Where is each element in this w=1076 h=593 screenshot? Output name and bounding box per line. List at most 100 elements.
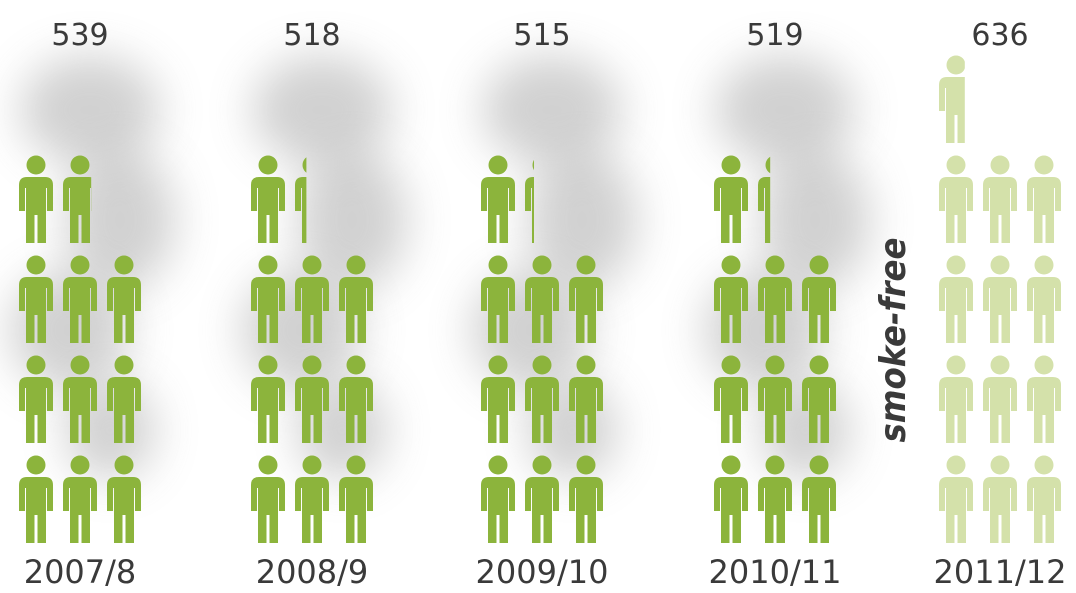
person-icon <box>481 255 515 343</box>
person-icon <box>525 159 534 243</box>
person-icon <box>481 155 515 243</box>
person-icon <box>714 355 748 443</box>
category-label: 2011/12 <box>934 553 1067 591</box>
icon-head <box>809 355 829 375</box>
icon-body <box>802 277 836 343</box>
icon-head <box>258 355 278 375</box>
icon-body <box>481 477 515 543</box>
icon-body <box>107 377 141 443</box>
icon-head <box>576 455 596 475</box>
value-label: 636 <box>971 18 1028 53</box>
icon-head <box>765 156 771 174</box>
person-icon <box>758 255 792 343</box>
icon-head <box>488 255 508 275</box>
icon-head <box>532 255 552 275</box>
person-icon <box>19 455 53 543</box>
icon-body <box>295 477 329 543</box>
person-icon <box>481 455 515 543</box>
icon-body <box>758 477 792 543</box>
category-label: 2008/9 <box>256 553 369 591</box>
icon-body <box>295 277 329 343</box>
icon-body <box>939 277 973 343</box>
icon-body <box>19 177 53 243</box>
person-icon <box>1027 255 1061 343</box>
person-icon <box>295 255 329 343</box>
icon-body <box>63 377 97 443</box>
icon-body <box>569 277 603 343</box>
person-icon <box>802 355 836 443</box>
icon-body <box>1027 377 1061 443</box>
icon-head <box>114 355 134 375</box>
person-icon <box>714 155 748 243</box>
icon-body <box>525 277 559 343</box>
icon-head <box>70 455 90 475</box>
icon-body <box>339 477 373 543</box>
icon-head <box>346 455 366 475</box>
person-icon <box>19 255 53 343</box>
icon-head <box>809 455 829 475</box>
icon-body <box>569 377 603 443</box>
category-label: 2007/8 <box>24 553 137 591</box>
person-icon <box>983 355 1017 443</box>
icon-body <box>339 377 373 443</box>
icon-head <box>258 255 278 275</box>
pictogram <box>251 155 373 543</box>
icon-head <box>70 255 90 275</box>
icon-head <box>990 355 1010 375</box>
value-label: 515 <box>513 18 570 53</box>
icon-head <box>258 155 278 175</box>
icon-body <box>983 177 1017 243</box>
person-icon <box>107 355 141 443</box>
icon-body <box>107 277 141 343</box>
icon-head <box>946 455 966 475</box>
icon-body <box>525 477 559 543</box>
icon-head <box>990 255 1010 275</box>
smoke-puff <box>482 55 622 165</box>
icon-body <box>63 477 97 543</box>
icon-body <box>19 277 53 343</box>
value-label: 519 <box>746 18 803 53</box>
icon-body <box>481 377 515 443</box>
smoke-puff <box>65 150 175 290</box>
icon-body <box>481 277 515 343</box>
person-icon <box>802 255 836 343</box>
icon-head <box>26 455 46 475</box>
person-icon <box>939 55 965 143</box>
person-icon <box>983 155 1017 243</box>
person-icon <box>251 355 285 443</box>
icon-head <box>765 455 785 475</box>
icon-head <box>809 255 829 275</box>
icon-head <box>488 155 508 175</box>
icon-head <box>721 355 741 375</box>
icon-head <box>70 155 90 175</box>
icon-body <box>983 277 1017 343</box>
icon-body <box>939 477 973 543</box>
person-icon <box>983 455 1017 543</box>
pictogram <box>481 155 603 543</box>
icon-head <box>70 355 90 375</box>
icon-head <box>946 255 966 275</box>
smoke-puff <box>527 150 637 290</box>
person-icon <box>339 355 373 443</box>
icon-head <box>1034 455 1054 475</box>
icon-body <box>714 177 748 243</box>
person-icon <box>939 355 973 443</box>
person-icon <box>63 455 97 543</box>
icon-body <box>251 477 285 543</box>
person-icon <box>939 255 973 343</box>
person-icon <box>63 155 92 243</box>
person-icon <box>19 355 53 443</box>
icon-head <box>114 455 134 475</box>
icon-body <box>939 177 973 243</box>
smoke-puff <box>715 55 855 165</box>
icon-body <box>569 477 603 543</box>
person-icon <box>525 255 559 343</box>
icon-head <box>721 455 741 475</box>
icon-body <box>758 277 792 343</box>
pictogram <box>714 155 836 543</box>
person-icon <box>1027 155 1061 243</box>
icon-body <box>525 377 559 443</box>
pictogram <box>939 55 1061 543</box>
person-icon <box>983 255 1017 343</box>
icon-head <box>1034 155 1054 175</box>
